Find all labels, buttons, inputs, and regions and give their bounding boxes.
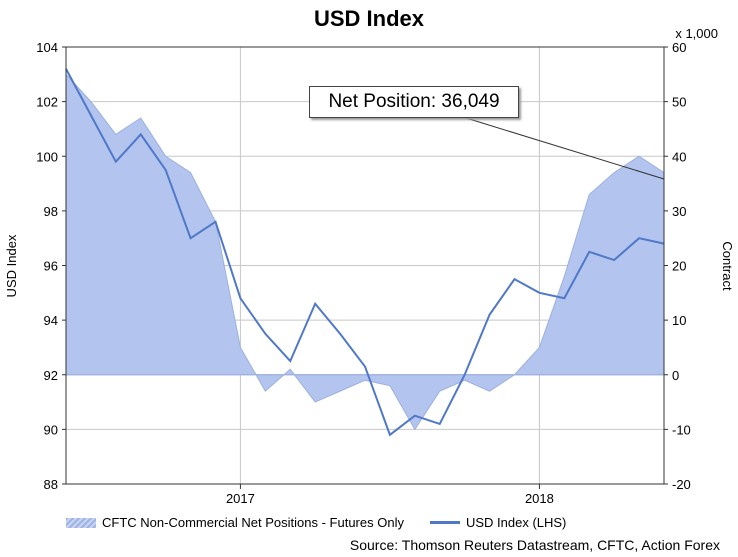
right-tick-label: -20	[672, 477, 691, 492]
right-tick-label: 60	[672, 40, 686, 55]
line-swatch-icon	[429, 521, 460, 524]
right-tick-label: -10	[672, 422, 691, 437]
left-tick-label: 96	[44, 259, 58, 274]
right-tick-label: 40	[672, 149, 686, 164]
left-tick-label: 100	[36, 149, 58, 164]
left-tick-label: 92	[44, 368, 58, 383]
legend-label-usd-index: USD Index (LHS)	[465, 515, 567, 530]
right-axis-ticks: -20 -10 0 10 20 30 40 50 60	[664, 40, 691, 492]
x-tick-label: 2017	[226, 491, 255, 506]
usd-index-polyline	[65, 68, 665, 437]
area-swatch-icon	[66, 517, 96, 528]
x-axis-ticks: 2017 2018	[226, 484, 554, 506]
source-note: Source: Thomson Reuters Datastream, CFTC…	[349, 537, 720, 553]
legend-item-usd-index: USD Index (LHS)	[429, 515, 567, 530]
chart-title: USD Index	[313, 6, 425, 31]
left-axis-ticks: 88 90 92 94 96 98 100 102 104	[36, 40, 66, 492]
usd-index-line	[65, 68, 665, 437]
left-tick-label: 104	[36, 40, 58, 55]
x-tick-label: 2018	[525, 491, 554, 506]
legend-item-net-positions: CFTC Non-Commercial Net Positions - Futu…	[66, 515, 404, 530]
right-tick-label: 50	[672, 95, 686, 110]
left-tick-label: 94	[44, 313, 58, 328]
left-tick-label: 90	[44, 422, 58, 437]
right-axis-label: Contract	[720, 241, 735, 291]
left-tick-label: 98	[44, 204, 58, 219]
right-tick-label: 10	[672, 313, 686, 328]
right-axis-unit: x 1,000	[675, 26, 718, 41]
legend: CFTC Non-Commercial Net Positions - Futu…	[66, 515, 592, 530]
right-tick-label: 0	[672, 368, 679, 383]
callout-leader	[465, 117, 665, 180]
net-position-callout: Net Position: 36,049	[309, 86, 519, 118]
net-position-area-shape	[65, 73, 665, 431]
right-tick-label: 30	[672, 204, 686, 219]
left-axis-label: USD Index	[4, 234, 19, 297]
net-position-area	[65, 73, 665, 431]
left-tick-label: 88	[44, 477, 58, 492]
legend-label-net-positions: CFTC Non-Commercial Net Positions - Futu…	[102, 515, 404, 530]
right-tick-label: 20	[672, 259, 686, 274]
left-tick-label: 102	[36, 95, 58, 110]
